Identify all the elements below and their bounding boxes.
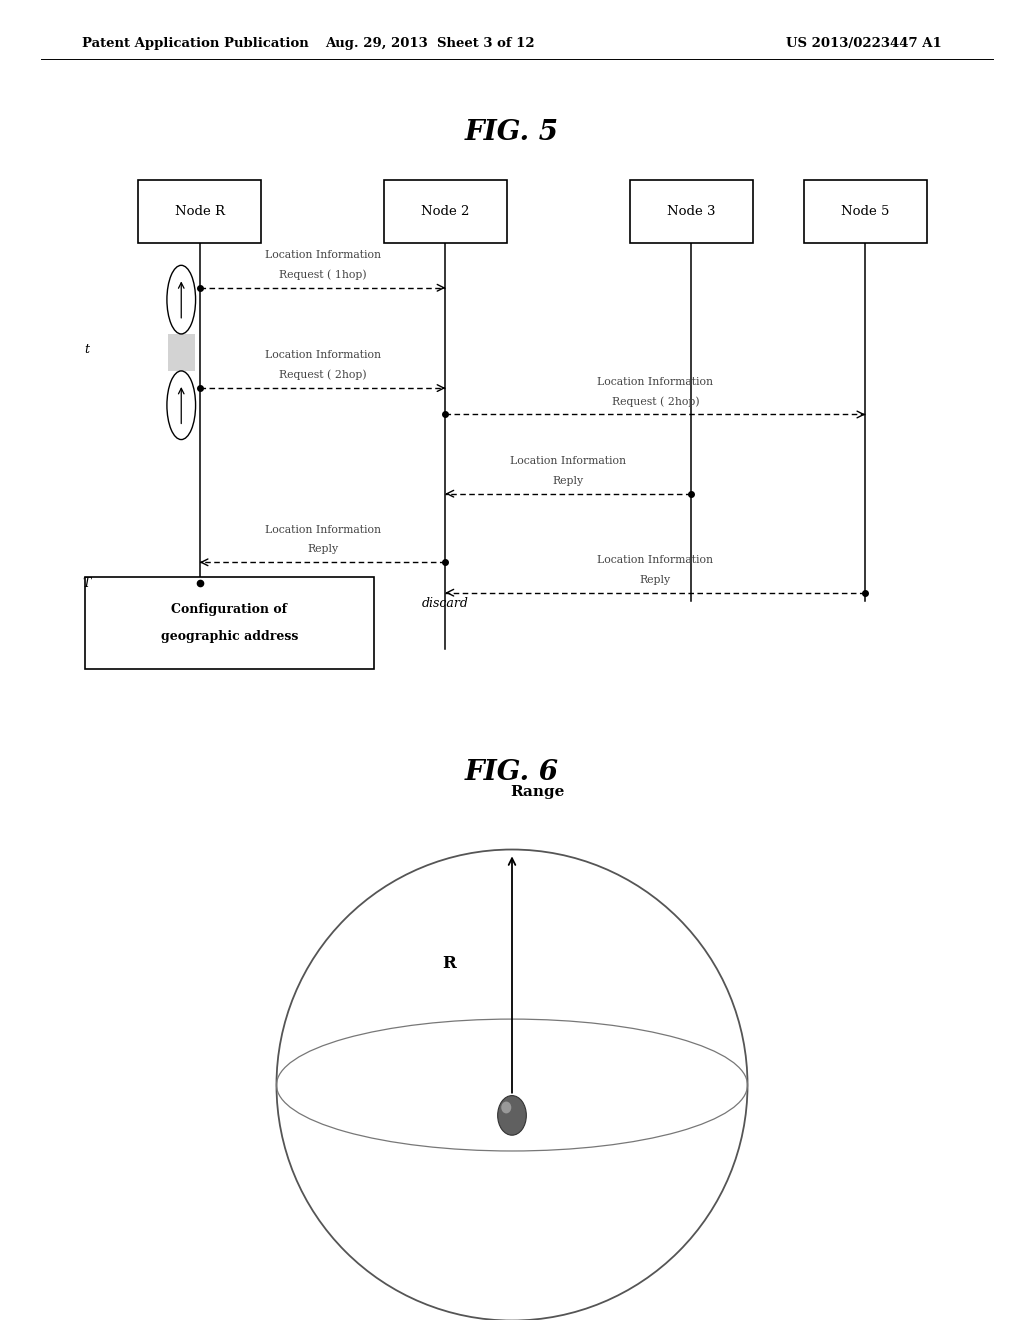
Text: T: T: [83, 577, 91, 590]
FancyBboxPatch shape: [630, 180, 753, 243]
Text: Location Information: Location Information: [264, 249, 381, 260]
Text: discard: discard: [422, 597, 469, 610]
Text: Node 3: Node 3: [667, 205, 716, 218]
Text: Location Information: Location Information: [264, 524, 381, 535]
Text: Request ( 1hop): Request ( 1hop): [279, 269, 367, 280]
Text: Node 2: Node 2: [421, 205, 470, 218]
FancyBboxPatch shape: [85, 577, 374, 669]
Text: Request ( 2hop): Request ( 2hop): [279, 370, 367, 380]
Text: FIG. 5: FIG. 5: [465, 119, 559, 145]
Text: Node R: Node R: [175, 205, 224, 218]
Text: Location Information: Location Information: [597, 376, 714, 387]
Text: Location Information: Location Information: [597, 554, 714, 565]
Text: Request ( 2hop): Request ( 2hop): [611, 396, 699, 407]
Text: Node 5: Node 5: [841, 205, 890, 218]
FancyBboxPatch shape: [804, 180, 927, 243]
Ellipse shape: [502, 1101, 511, 1114]
Bar: [168, 334, 195, 371]
Text: Aug. 29, 2013  Sheet 3 of 12: Aug. 29, 2013 Sheet 3 of 12: [326, 37, 535, 50]
Text: Configuration of: Configuration of: [171, 603, 288, 616]
FancyBboxPatch shape: [384, 180, 507, 243]
Ellipse shape: [498, 1096, 526, 1135]
Text: R: R: [442, 956, 456, 972]
Text: geographic address: geographic address: [161, 630, 298, 643]
Text: FIG. 6: FIG. 6: [465, 759, 559, 785]
Text: Location Information: Location Information: [264, 350, 381, 360]
Text: Location Information: Location Information: [510, 455, 627, 466]
Text: Reply: Reply: [640, 574, 671, 585]
Text: Reply: Reply: [307, 544, 338, 554]
Text: Range: Range: [510, 785, 565, 799]
Text: Patent Application Publication: Patent Application Publication: [82, 37, 308, 50]
Text: t: t: [85, 343, 89, 356]
FancyBboxPatch shape: [138, 180, 261, 243]
Text: US 2013/0223447 A1: US 2013/0223447 A1: [786, 37, 942, 50]
Text: Reply: Reply: [553, 475, 584, 486]
